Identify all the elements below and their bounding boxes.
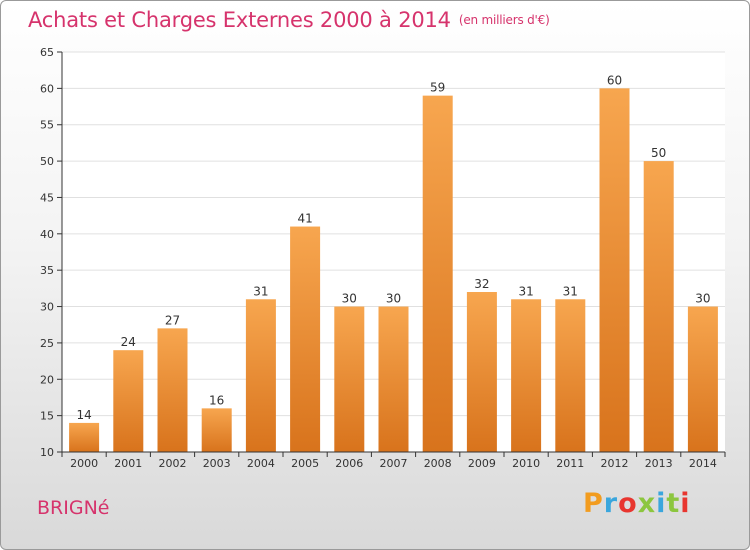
data-label-2007: 30 <box>386 292 401 306</box>
x-axis: 2000 2001 2002 2003 2004 2005 2006 2007 2008 2009… <box>61 451 726 470</box>
logo-letter: o <box>618 488 638 519</box>
bars-group <box>69 88 718 453</box>
bar-2010 <box>511 299 542 452</box>
x-tick-label: 2000 <box>70 457 98 470</box>
x-tick-label: 2002 <box>159 457 187 470</box>
data-label-2011: 31 <box>563 284 578 298</box>
logo-letter: t <box>666 488 681 519</box>
proxiti-logo: Proxiti <box>583 488 691 519</box>
data-label-2008: 59 <box>430 81 445 95</box>
x-tick-label: 2006 <box>335 457 363 470</box>
data-label-2010: 31 <box>518 284 533 298</box>
bar-2008 <box>422 95 453 453</box>
y-tick-label: 30 <box>40 301 54 314</box>
x-tick-label: 2012 <box>601 457 629 470</box>
x-tick-label: 2005 <box>291 457 319 470</box>
data-label-2004: 31 <box>253 284 268 298</box>
x-tick-label: 2007 <box>380 457 408 470</box>
y-tick-label: 60 <box>40 82 54 95</box>
bar-2009 <box>466 292 497 452</box>
data-label-2002: 27 <box>165 313 180 327</box>
data-label-2001: 24 <box>121 335 136 349</box>
bar-2007 <box>378 306 409 452</box>
bar-2006 <box>334 306 365 452</box>
y-tick-label: 40 <box>40 228 54 241</box>
x-tick-label: 2013 <box>645 457 673 470</box>
data-labels-group: 14 24 27 16 31 41 30 30 59 32 31 31 60 50 30 <box>76 73 710 422</box>
y-axis: 10 15 20 25 30 35 40 45 50 55 60 65 <box>40 46 63 459</box>
y-tick-label: 20 <box>40 373 54 386</box>
bar-2005 <box>290 226 321 452</box>
y-tick-label: 10 <box>40 446 54 459</box>
x-tick-label: 2004 <box>247 457 275 470</box>
x-tick-label: 2003 <box>203 457 231 470</box>
y-tick-label: 35 <box>40 264 54 277</box>
x-tick-label: 2001 <box>114 457 142 470</box>
city-name: BRIGNé <box>37 497 110 519</box>
x-tick-label: 2008 <box>424 457 452 470</box>
chart-unit: (en milliers d'€) <box>458 13 550 27</box>
bar-2004 <box>245 299 276 452</box>
bar-2003 <box>201 408 232 452</box>
chart-title-text: Achats et Charges Externes 2000 à 2014 <box>28 8 451 32</box>
data-label-2003: 16 <box>209 393 224 407</box>
bar-2014 <box>687 306 718 452</box>
data-label-2013: 50 <box>651 146 666 160</box>
data-label-2012: 60 <box>607 73 622 87</box>
logo-letter: P <box>583 488 604 519</box>
bar-2012 <box>599 88 630 452</box>
bar-2011 <box>555 299 586 452</box>
bar-2013 <box>643 161 674 452</box>
y-tick-label: 45 <box>40 191 54 204</box>
data-label-2006: 30 <box>342 292 357 306</box>
logo-letter: i <box>656 488 667 519</box>
logo-letter: i <box>680 488 691 519</box>
y-tick-label: 25 <box>40 337 54 350</box>
x-tick-label: 2009 <box>468 457 496 470</box>
data-label-2005: 41 <box>297 212 312 226</box>
data-label-2014: 30 <box>695 292 710 306</box>
data-label-2009: 32 <box>474 277 489 291</box>
bar-2001 <box>113 350 144 452</box>
x-tick-label: 2011 <box>556 457 584 470</box>
data-label-2000: 14 <box>76 408 91 422</box>
bar-2000 <box>69 422 100 452</box>
chart-title: Achats et Charges Externes 2000 à 2014 (e… <box>28 8 550 32</box>
x-tick-label: 2010 <box>512 457 540 470</box>
bar-2002 <box>157 328 188 452</box>
logo-letter: r <box>603 488 619 519</box>
logo-letter: x <box>637 488 657 519</box>
x-tick-label: 2014 <box>689 457 717 470</box>
y-tick-label: 15 <box>40 410 54 423</box>
y-tick-label: 50 <box>40 155 54 168</box>
y-tick-label: 55 <box>40 119 54 132</box>
y-tick-label: 65 <box>40 46 54 59</box>
